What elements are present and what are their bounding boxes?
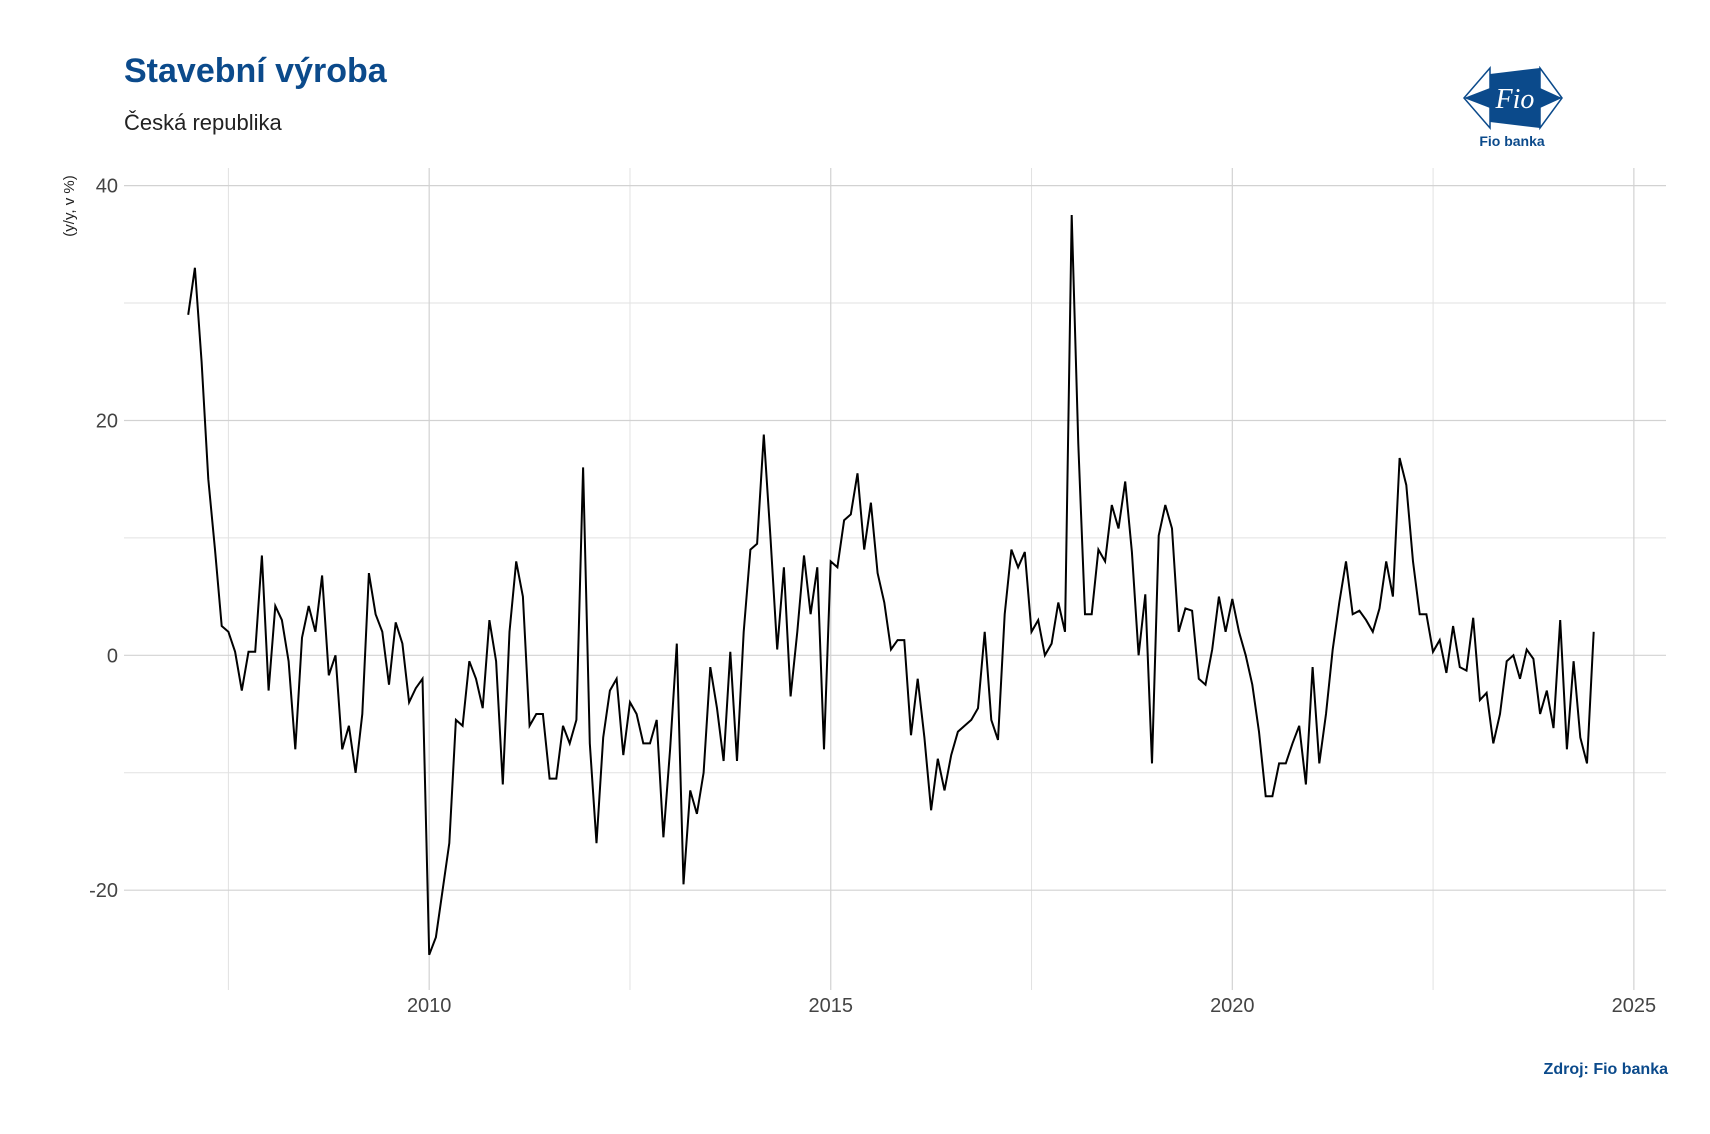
logo-text: Fio [1495,84,1535,115]
y-axis-label: (y/y, v %) [61,175,78,236]
y-axis-ticks: -20 0 20 40 [89,176,118,903]
x-tick-label: 2025 [1612,995,1657,1017]
x-tick-label: 2020 [1210,995,1255,1017]
x-tick-label: 2015 [809,995,854,1017]
source-note: Zdroj: Fio banka [1543,1061,1668,1078]
series-line [187,214,1595,956]
y-tick-label: 20 [96,410,118,432]
y-tick-label: -20 [89,880,118,902]
logo-caption: Fio banka [1479,133,1545,149]
fio-banka-logo: Fio Fio banka [1462,65,1572,150]
grid-major [124,168,1666,990]
y-tick-label: 40 [96,176,118,198]
x-tick-label: 2010 [407,995,452,1017]
x-axis-ticks: 2010 2015 2020 2025 [407,995,1656,1017]
chart-subtitle: Česká republika [124,110,282,135]
y-tick-label: 0 [107,645,118,667]
chart-title: Stavební výroba [124,52,387,90]
grid-minor [124,168,1666,990]
